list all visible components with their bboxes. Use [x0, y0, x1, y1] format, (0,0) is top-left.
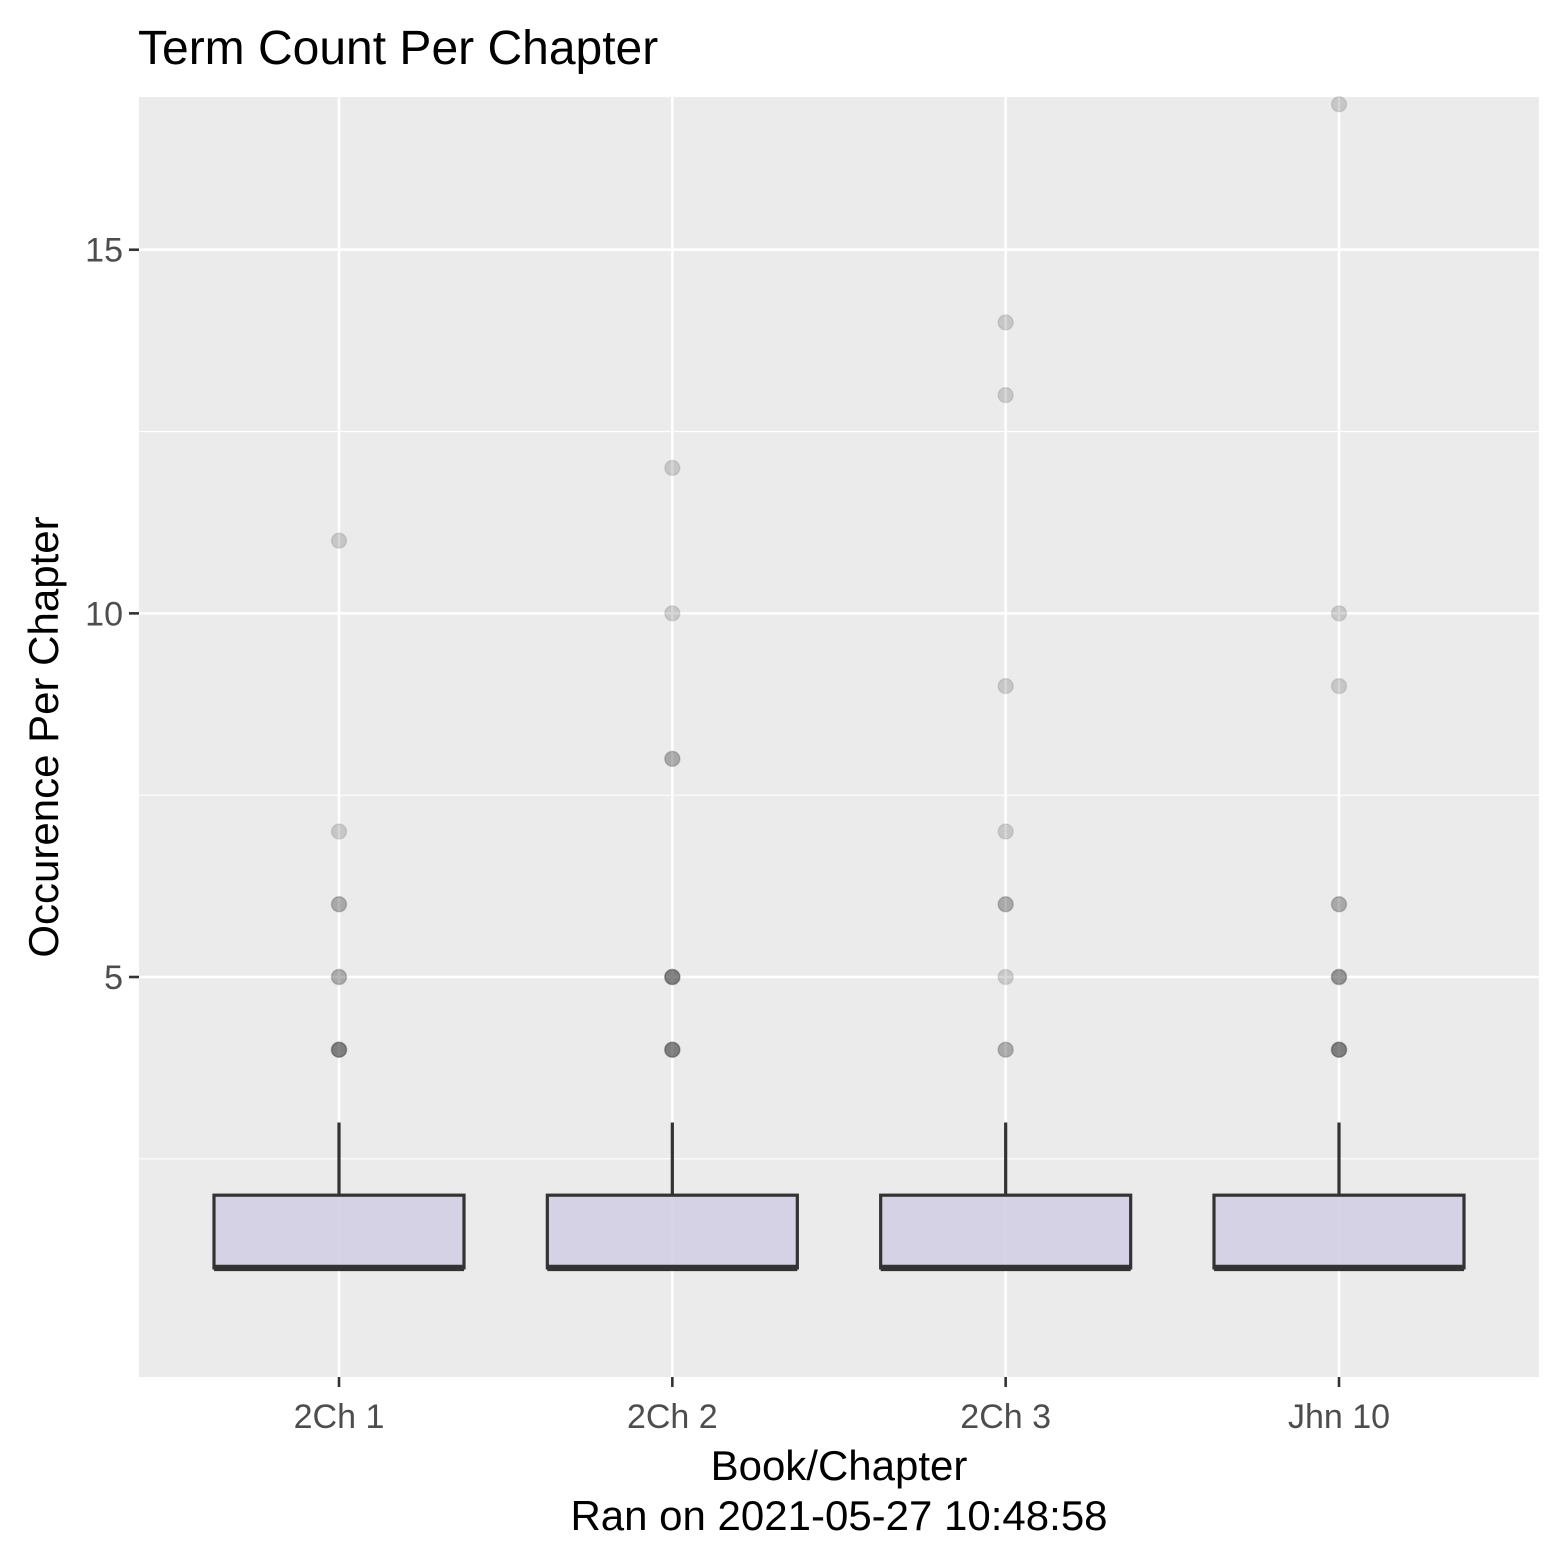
outlier-point: [1330, 1041, 1348, 1058]
outlier-point: [330, 1041, 348, 1058]
outlier-point: [1330, 968, 1348, 986]
outlier-point: [1330, 677, 1348, 695]
x-axis: 2Ch 1 2Ch 2 2Ch 3 Jhn 10: [294, 1377, 1390, 1436]
outlier-point: [664, 1041, 681, 1058]
outlier-point: [330, 896, 348, 913]
box-4: [1212, 1122, 1466, 1272]
outlier-point: [1330, 1041, 1348, 1058]
x-tick-label: Jhn 10: [1288, 1398, 1390, 1436]
outlier-point: [330, 1041, 348, 1058]
plot-panel: [139, 97, 1539, 1377]
minor-gridlines: [139, 430, 1539, 1160]
outlier-point: [664, 1041, 681, 1058]
outlier-point: [1330, 605, 1348, 622]
outlier-point: [330, 968, 348, 986]
x-tick-label: 2Ch 1: [294, 1398, 385, 1436]
outlier-point: [664, 605, 681, 622]
outlier-points: [330, 96, 1348, 1058]
outlier-point: [997, 1041, 1014, 1058]
y-axis-title: Occurence Per Chapter: [20, 516, 67, 957]
box-body: [1212, 1193, 1466, 1270]
outlier-point: [664, 1041, 681, 1058]
x-axis-title: Book/Chapter: [711, 1442, 968, 1489]
outlier-point: [664, 968, 681, 986]
outlier-point: [664, 968, 681, 986]
outlier-point: [330, 896, 348, 913]
outlier-point: [330, 823, 348, 840]
outlier-point: [330, 968, 348, 986]
box-body: [545, 1193, 799, 1270]
outlier-point: [1330, 96, 1348, 113]
outlier-point: [1330, 968, 1348, 986]
outlier-point: [997, 677, 1014, 695]
y-tick-label: 5: [104, 959, 123, 997]
outlier-point: [1330, 968, 1348, 986]
box-body: [879, 1193, 1133, 1270]
x-tick-label: 2Ch 3: [960, 1398, 1051, 1436]
y-axis: 5 10 15: [85, 232, 139, 997]
y-tick-label: 15: [85, 232, 123, 270]
outlier-point: [997, 823, 1014, 840]
outlier-point: [1330, 1041, 1348, 1058]
box-body: [212, 1193, 466, 1270]
outlier-point: [1330, 896, 1348, 913]
outlier-point: [664, 968, 681, 986]
box-1: [212, 1122, 466, 1272]
outlier-point: [330, 1041, 348, 1058]
boxes: [212, 1122, 1466, 1272]
outlier-point: [664, 750, 681, 768]
y-tick-label: 10: [85, 595, 123, 633]
outlier-point: [330, 532, 348, 549]
chart-title: Term Count Per Chapter: [138, 22, 658, 75]
box-2: [545, 1122, 799, 1272]
outlier-point: [997, 968, 1014, 986]
outlier-point: [997, 1041, 1014, 1058]
outlier-point: [330, 1041, 348, 1058]
outlier-point: [997, 896, 1014, 913]
outlier-point: [1330, 896, 1348, 913]
outlier-point: [664, 750, 681, 768]
outlier-point: [997, 896, 1014, 913]
outlier-point: [664, 968, 681, 986]
box-3: [879, 1122, 1133, 1272]
x-tick-label: 2Ch 2: [627, 1398, 718, 1436]
outlier-point: [664, 459, 681, 477]
outlier-point: [997, 314, 1014, 331]
outlier-point: [1330, 1041, 1348, 1058]
x-axis-subtitle: Ran on 2021-05-27 10:48:58: [570, 1492, 1107, 1539]
outlier-point: [997, 386, 1014, 404]
outlier-point: [664, 1041, 681, 1058]
